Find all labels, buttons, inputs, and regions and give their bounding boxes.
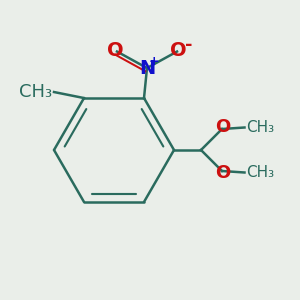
Text: O: O [215,118,230,136]
Text: +: + [148,55,159,68]
Text: CH₃: CH₃ [20,83,52,101]
Text: CH₃: CH₃ [246,120,274,135]
Text: N: N [139,58,155,77]
Text: O: O [170,40,187,59]
Text: O: O [215,164,230,182]
Text: O: O [107,40,124,59]
Text: -: - [185,36,192,54]
Text: CH₃: CH₃ [246,165,274,180]
